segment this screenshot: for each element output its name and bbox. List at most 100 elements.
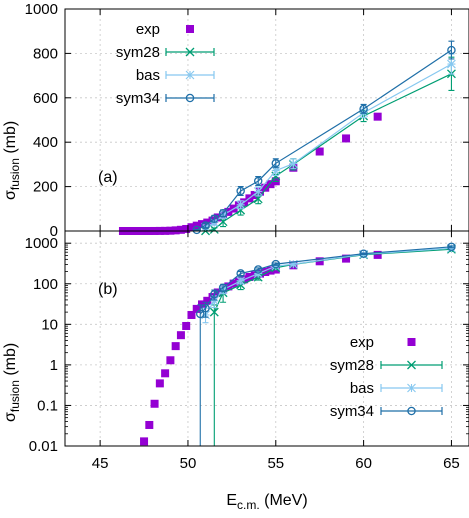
series-sym28: [201, 56, 456, 236]
data-point: [140, 437, 149, 446]
panel-b: 45 50 55 60 65 0.01 0.1 1 10 100 1000 (b) exp sym28…: [25, 230, 469, 472]
data-point: [145, 420, 154, 429]
data-point: [171, 342, 180, 351]
legend-marker-exp: [407, 338, 416, 346]
panel-b-ylabel-unit: (mb): [2, 343, 19, 380]
y-tick-label: 600: [33, 90, 58, 107]
error-bar: [197, 304, 204, 447]
series-bas: [201, 53, 456, 232]
legend-marker-sym28: [407, 360, 416, 370]
panel-a-ylabel-unit: (mb): [2, 121, 19, 158]
data-point: [155, 379, 164, 388]
data-point: [203, 296, 212, 305]
y-tick-label: 800: [33, 45, 58, 62]
data-point: [201, 303, 210, 313]
data-point: [447, 242, 456, 252]
data-point: [261, 183, 270, 192]
data-point: [373, 112, 382, 121]
data-point: [210, 214, 219, 224]
legend-label-exp: exp: [350, 334, 374, 351]
x-axis-label: Ec.m. (MeV): [226, 492, 307, 512]
data-point: [359, 104, 368, 114]
error-bar: [272, 262, 279, 266]
data-point: [182, 321, 191, 330]
legend-marker-sym34: [185, 93, 195, 103]
legend-line-sym34: [165, 94, 215, 102]
data-point: [373, 250, 382, 259]
legend-marker-exp: [186, 25, 194, 33]
series-sym34: [196, 242, 456, 447]
error-bar: [202, 222, 209, 229]
data-point: [209, 224, 219, 234]
data-point: [261, 268, 270, 277]
data-point: [271, 159, 281, 168]
data-point: [150, 399, 159, 408]
y-tick-label: 0.01: [29, 438, 58, 455]
data-point: [342, 254, 351, 263]
data-point: [229, 279, 238, 288]
legend-marker-sym28: [185, 47, 195, 57]
panel-b-frame: [64, 230, 469, 447]
data-point: [210, 290, 219, 299]
error-bar: [448, 245, 455, 249]
panel-a-ylabel-sub: fusion: [8, 158, 22, 190]
data-point: [201, 221, 210, 230]
data-point: [209, 296, 219, 306]
data-point: [447, 45, 456, 55]
error-bar: [255, 267, 262, 272]
y-tick-label: 0: [50, 223, 58, 240]
data-point: [271, 259, 281, 269]
data-point: [236, 186, 245, 196]
panel-b-ylabel-main: σ: [2, 412, 19, 422]
data-point: [218, 208, 228, 218]
panel-a-label: (a): [98, 169, 118, 186]
data-point: [271, 166, 281, 176]
data-point: [236, 269, 245, 278]
data-point: [236, 200, 246, 210]
panel-a-legend: exp sym28 bas sym34: [116, 21, 215, 107]
panel-b-ylabel-sub: fusion: [8, 380, 22, 412]
x-tick-label: 50: [180, 455, 197, 472]
legend-label-sym28: sym28: [330, 357, 374, 374]
legend-label-exp: exp: [136, 21, 160, 38]
legend-line-sym34: [380, 407, 443, 415]
data-point: [218, 217, 228, 227]
panel-a-ylabel-main: σ: [2, 190, 19, 200]
data-point: [447, 59, 456, 69]
y-tick-label: 10: [41, 316, 58, 333]
series-bas: [201, 243, 456, 324]
xlabel-unit: (MeV): [260, 492, 308, 509]
x-tick-label: 45: [92, 455, 109, 472]
y-tick-label: 1: [50, 357, 58, 374]
data-point: [161, 369, 170, 378]
data-point: [288, 159, 298, 169]
data-point: [192, 225, 201, 235]
xlabel-sub: c.m.: [237, 498, 260, 512]
data-point: [171, 226, 180, 235]
y-tick-label: 1000: [25, 1, 58, 18]
data-point: [342, 134, 351, 143]
data-point: [192, 304, 201, 313]
legend-label-sym34: sym34: [330, 403, 374, 420]
data-point: [218, 283, 228, 292]
panel-b-y-axis-label: σfusion (mb): [2, 343, 22, 422]
data-point: [315, 147, 324, 156]
data-point: [176, 225, 185, 234]
y-tick-label: 1000: [25, 235, 58, 252]
error-bar: [237, 271, 244, 277]
series-sym34: [192, 40, 456, 235]
data-point: [288, 259, 298, 269]
data-point: [236, 276, 246, 286]
legend-marker-bas: [185, 70, 195, 80]
data-point: [359, 249, 368, 258]
data-point: [176, 331, 185, 340]
y-tick-label: 400: [33, 134, 58, 151]
error-bar: [193, 228, 200, 231]
data-point: [166, 356, 175, 365]
panel-a-frame: [64, 8, 469, 232]
data-point: [253, 265, 263, 274]
data-point: [266, 180, 275, 189]
panel-a-y-axis-label: σfusion (mb): [2, 121, 22, 200]
legend-marker-sym34: [407, 406, 416, 416]
